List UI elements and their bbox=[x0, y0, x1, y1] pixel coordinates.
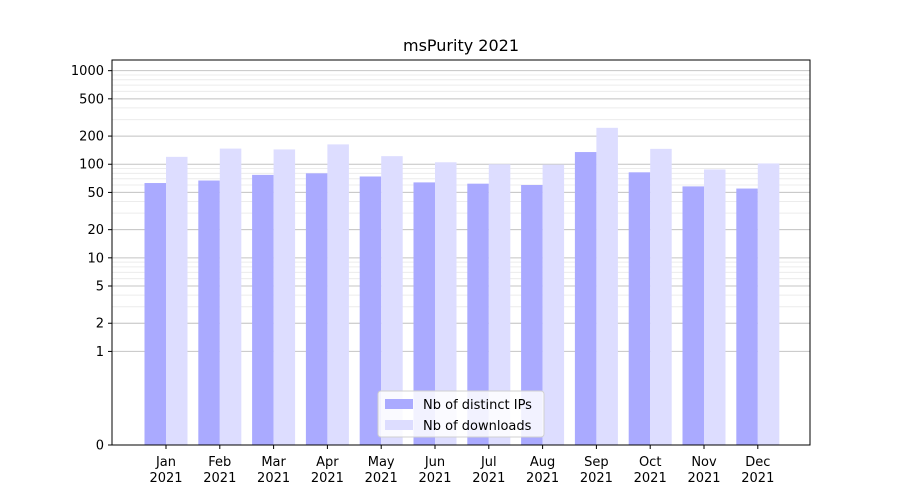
y-tick-label: 200 bbox=[79, 130, 104, 145]
x-tick-label-month: Nov bbox=[691, 455, 717, 470]
x-tick-label-month: Oct bbox=[639, 455, 661, 470]
x-tick-label-month: Apr bbox=[316, 455, 339, 470]
y-tick-label: 500 bbox=[79, 92, 104, 107]
bar-distinct-ips bbox=[736, 188, 758, 445]
y-tick-label: 2 bbox=[96, 317, 104, 332]
bar-downloads bbox=[757, 163, 780, 445]
y-tick-label: 0 bbox=[96, 439, 104, 454]
bar-downloads bbox=[166, 156, 188, 446]
bar-downloads bbox=[704, 169, 726, 446]
x-tick-label-year: 2021 bbox=[311, 471, 344, 486]
y-tick-label: 1 bbox=[96, 345, 104, 360]
bar-distinct-ips bbox=[252, 174, 274, 445]
x-tick-label-year: 2021 bbox=[741, 471, 774, 486]
x-tick-label-month: Feb bbox=[208, 455, 231, 470]
legend-box bbox=[377, 390, 545, 438]
bar-distinct-ips bbox=[467, 183, 489, 445]
x-tick-label-month: Jan bbox=[155, 455, 176, 470]
bars bbox=[144, 127, 780, 446]
bar-distinct-ips bbox=[628, 172, 651, 446]
y-tick-label: 10 bbox=[87, 251, 104, 266]
chart-title: msPurity 2021 bbox=[403, 36, 519, 55]
x-tick-label-year: 2021 bbox=[472, 471, 505, 486]
bar-downloads bbox=[542, 164, 565, 445]
x-axis: Jan2021Feb2021Mar2021Apr2021May2021Jun20… bbox=[149, 445, 774, 486]
bar-distinct-ips bbox=[413, 182, 435, 445]
x-tick-label-month: Jul bbox=[480, 455, 497, 470]
x-tick-label-month: May bbox=[368, 455, 395, 470]
legend-swatch bbox=[385, 399, 413, 409]
y-tick-label: 5 bbox=[96, 280, 104, 295]
x-tick-label-month: Sep bbox=[584, 455, 609, 470]
y-tick-label: 100 bbox=[79, 158, 104, 173]
bar-distinct-ips bbox=[305, 173, 328, 445]
bar-downloads bbox=[650, 148, 672, 445]
bar-distinct-ips bbox=[521, 185, 543, 445]
x-tick-label-year: 2021 bbox=[365, 471, 398, 486]
x-tick-label-year: 2021 bbox=[634, 471, 667, 486]
bar-distinct-ips bbox=[574, 152, 597, 445]
bar-distinct-ips bbox=[198, 180, 220, 446]
y-tick-label: 50 bbox=[87, 186, 104, 201]
y-tick-label: 20 bbox=[87, 223, 104, 238]
x-tick-label-year: 2021 bbox=[257, 471, 290, 486]
bar-downloads bbox=[488, 164, 511, 445]
bar-downloads bbox=[596, 127, 618, 445]
legend: Nb of distinct IPs Nb of downloads bbox=[377, 390, 545, 438]
x-tick-label-year: 2021 bbox=[526, 471, 559, 486]
bar-downloads bbox=[273, 149, 296, 445]
y-tick-label: 1000 bbox=[71, 64, 104, 79]
x-tick-label-month: Jun bbox=[424, 455, 445, 470]
legend-label: Nb of downloads bbox=[423, 419, 532, 434]
x-tick-label-month: Dec bbox=[745, 455, 770, 470]
legend-label: Nb of distinct IPs bbox=[423, 398, 532, 413]
y-axis: 0 1 2 5 10 20 50 100 200 500 1000 bbox=[71, 64, 112, 454]
x-tick-label-month: Aug bbox=[530, 455, 555, 470]
bar-distinct-ips bbox=[359, 176, 382, 446]
bar-downloads bbox=[381, 156, 403, 445]
bar-downloads bbox=[435, 162, 457, 446]
bar-distinct-ips bbox=[144, 183, 166, 446]
bar-downloads bbox=[327, 144, 349, 445]
plot-frame bbox=[111, 59, 811, 446]
x-tick-label-month: Mar bbox=[261, 455, 286, 470]
x-tick-label-year: 2021 bbox=[580, 471, 613, 486]
x-tick-label-year: 2021 bbox=[149, 471, 182, 486]
x-tick-label-year: 2021 bbox=[687, 471, 720, 486]
bar-distinct-ips bbox=[682, 186, 704, 445]
x-tick-label-year: 2021 bbox=[418, 471, 451, 486]
x-tick-label-year: 2021 bbox=[203, 471, 236, 486]
legend-swatch bbox=[385, 420, 413, 430]
bar-downloads bbox=[219, 148, 242, 445]
